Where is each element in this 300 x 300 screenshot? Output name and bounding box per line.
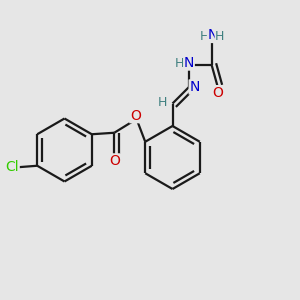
Text: Cl: Cl <box>5 160 19 174</box>
Text: N: N <box>189 80 200 94</box>
Text: H: H <box>158 96 167 110</box>
Text: N: N <box>208 28 218 42</box>
Text: O: O <box>130 109 141 123</box>
Text: H: H <box>175 56 184 70</box>
Text: O: O <box>109 154 120 168</box>
Text: N: N <box>184 56 194 70</box>
Text: H: H <box>215 29 225 43</box>
Text: O: O <box>213 86 224 100</box>
Text: H: H <box>200 29 210 43</box>
